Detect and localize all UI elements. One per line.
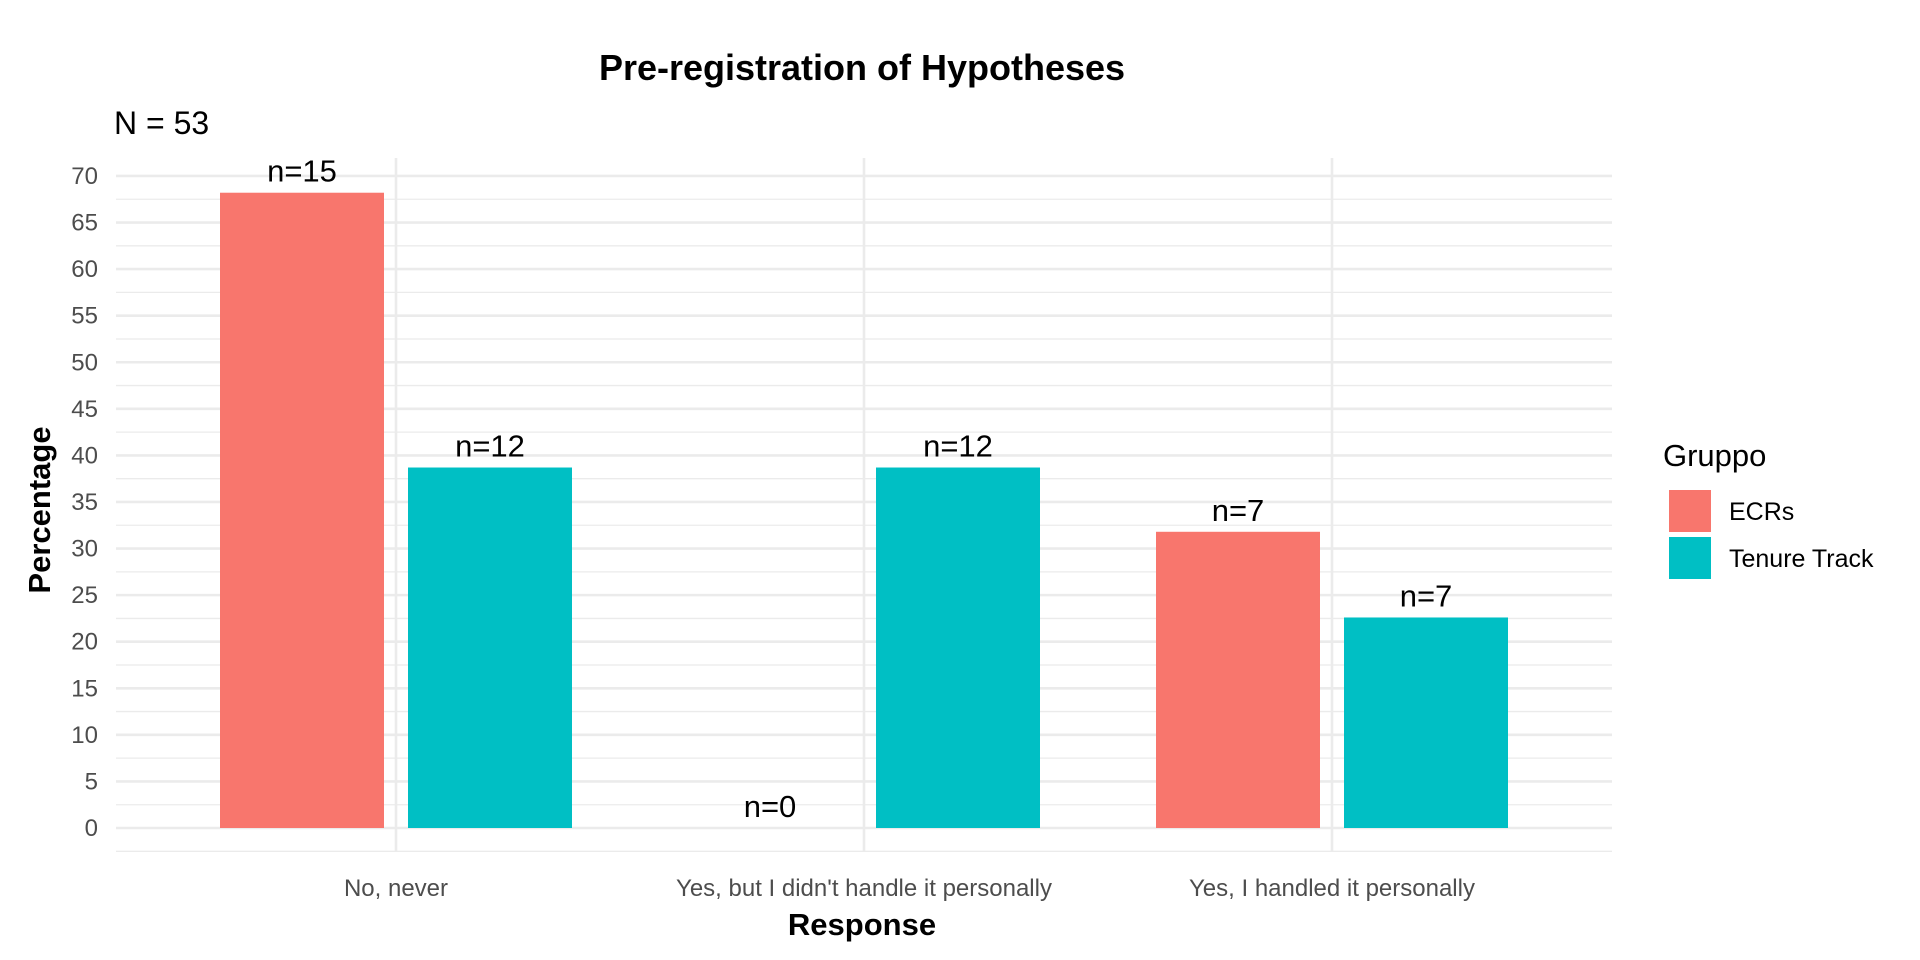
legend-key-tenure-track [1669, 537, 1711, 579]
y-tick-label: 20 [71, 629, 98, 656]
legend-label: Tenure Track [1729, 545, 1874, 573]
y-tick-label: 25 [71, 582, 98, 609]
y-tick-label: 60 [71, 256, 98, 283]
bar-data-label: n=12 [923, 429, 993, 464]
y-tick-label: 10 [71, 722, 98, 749]
chart-subtitle: N = 53 [114, 105, 209, 141]
y-tick-label: 0 [85, 815, 98, 842]
legend-title: Gruppo [1663, 438, 1766, 473]
y-tick-label: 30 [71, 536, 98, 563]
y-tick-label: 15 [71, 675, 98, 702]
bar-tenure-track [876, 467, 1040, 828]
bar-data-label: n=12 [455, 429, 525, 464]
y-tick-label: 5 [85, 768, 98, 795]
y-tick-label: 35 [71, 489, 98, 516]
bar-data-label: n=7 [1212, 493, 1265, 528]
y-axis-title: Percentage [22, 426, 57, 593]
bar-tenure-track [408, 467, 572, 828]
bars [220, 192, 1508, 829]
legend-label: ECRs [1729, 498, 1794, 526]
bar-ecrs [1156, 531, 1320, 828]
chart-title: Pre-registration of Hypotheses [599, 47, 1125, 88]
y-tick-label: 50 [71, 349, 98, 376]
legend-key-ecrs [1669, 490, 1711, 532]
bar-tenure-track [1344, 617, 1508, 828]
bar-data-label: n=0 [744, 789, 797, 824]
y-tick-label: 65 [71, 210, 98, 237]
y-tick-label: 55 [71, 303, 98, 330]
bar-labels: n=15 n=12 n=0 n=12 n=7 n=7 [267, 154, 1452, 824]
y-tick-label: 70 [71, 163, 98, 190]
legend: Gruppo ECRs Tenure Track [1663, 438, 1874, 579]
y-tick-label: 40 [71, 442, 98, 469]
x-tick-label: Yes, but I didn't handle it personally [676, 875, 1052, 902]
x-tick-label: No, never [344, 875, 448, 902]
bar-ecrs [220, 192, 384, 829]
x-tick-label: Yes, I handled it personally [1189, 875, 1475, 902]
bar-data-label: n=7 [1400, 578, 1453, 613]
x-axis-title: Response [788, 907, 936, 942]
bar-data-label: n=15 [267, 154, 337, 189]
y-axis-ticks: 0 5 10 15 20 25 30 35 40 45 50 55 60 65 70 [71, 163, 98, 842]
x-axis-ticks: No, never Yes, but I didn't handle it per… [344, 875, 1475, 902]
y-tick-label: 45 [71, 396, 98, 423]
